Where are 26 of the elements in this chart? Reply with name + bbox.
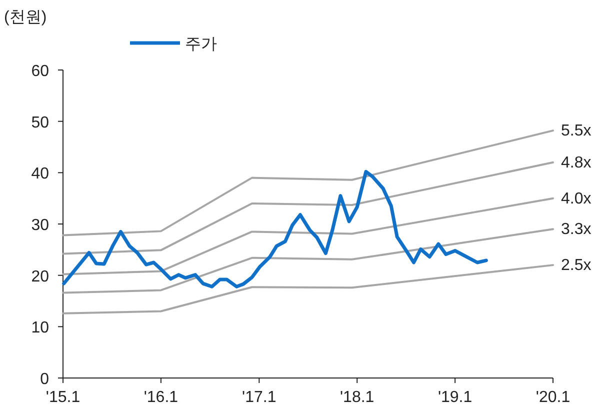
line-series xyxy=(62,264,554,314)
series-label: 3.3x xyxy=(561,221,592,238)
y-tick-label: 40 xyxy=(31,166,50,183)
series-label: 5.5x xyxy=(561,122,592,140)
line-series xyxy=(62,228,554,294)
x-tick-label: '19.1 xyxy=(438,389,472,406)
series-label: 4.8x xyxy=(561,154,592,172)
x-tick-label: '16.1 xyxy=(144,389,178,406)
y-axis-title: (천원) xyxy=(4,9,47,26)
y-tick-label: 60 xyxy=(31,63,50,80)
x-tick-label: '20.1 xyxy=(536,389,570,406)
y-tick-label: 10 xyxy=(31,320,50,337)
y-tick-label: 20 xyxy=(31,268,50,286)
x-tick-label: '18.1 xyxy=(340,389,374,406)
line-series xyxy=(62,197,554,276)
y-tick-label: 50 xyxy=(31,114,50,132)
line-series xyxy=(62,170,488,288)
line-series xyxy=(62,161,554,255)
y-tick-label: 0 xyxy=(40,371,50,388)
x-tick-label: '17.1 xyxy=(242,389,276,406)
x-tick-label: '15.1 xyxy=(46,389,80,406)
series-label: 2.5x xyxy=(561,257,592,274)
y-tick-label: 30 xyxy=(31,217,50,234)
legend-label: 주가 xyxy=(185,36,217,53)
line-series xyxy=(62,130,554,236)
series-label: 4.0x xyxy=(561,190,592,208)
